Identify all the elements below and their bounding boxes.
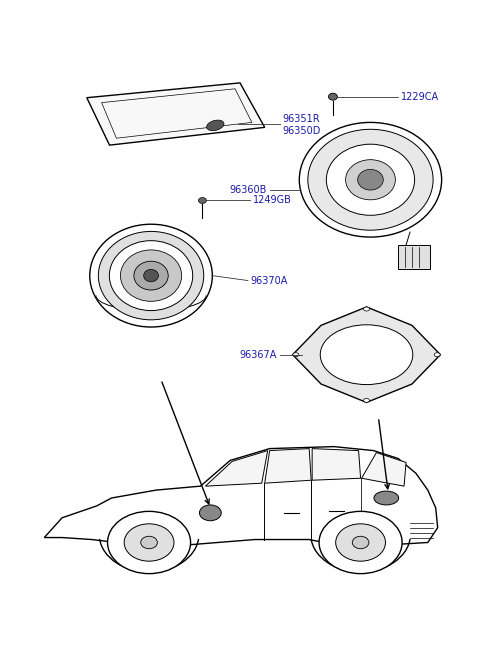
Ellipse shape — [120, 250, 182, 302]
Polygon shape — [361, 453, 406, 486]
Text: 96351R: 96351R — [283, 114, 320, 124]
Ellipse shape — [358, 170, 384, 190]
Ellipse shape — [141, 536, 157, 549]
Polygon shape — [87, 83, 264, 145]
Ellipse shape — [363, 307, 370, 311]
Text: 96350D: 96350D — [283, 126, 321, 136]
Text: 1249GB: 1249GB — [253, 196, 292, 206]
Ellipse shape — [352, 536, 369, 549]
Ellipse shape — [199, 198, 206, 204]
Text: 96367A: 96367A — [239, 350, 276, 359]
Ellipse shape — [109, 240, 192, 311]
Ellipse shape — [374, 491, 399, 505]
Polygon shape — [264, 449, 311, 483]
Ellipse shape — [200, 505, 221, 521]
Ellipse shape — [124, 524, 174, 561]
Polygon shape — [44, 447, 438, 545]
Text: 96360B: 96360B — [229, 185, 267, 194]
Ellipse shape — [144, 269, 158, 282]
Polygon shape — [293, 307, 441, 403]
Ellipse shape — [134, 261, 168, 290]
Ellipse shape — [346, 160, 396, 200]
Ellipse shape — [319, 511, 402, 574]
Ellipse shape — [326, 144, 415, 215]
Ellipse shape — [308, 129, 433, 230]
Ellipse shape — [293, 353, 299, 357]
Polygon shape — [205, 451, 268, 486]
Ellipse shape — [336, 524, 385, 561]
Ellipse shape — [90, 224, 212, 327]
Ellipse shape — [98, 231, 204, 320]
Text: 1229CA: 1229CA — [401, 92, 439, 102]
Ellipse shape — [363, 398, 370, 402]
Ellipse shape — [108, 511, 191, 574]
Ellipse shape — [206, 120, 224, 131]
Ellipse shape — [300, 122, 442, 237]
Text: 96370A: 96370A — [251, 275, 288, 286]
Ellipse shape — [320, 325, 413, 384]
Polygon shape — [312, 449, 360, 480]
Ellipse shape — [434, 353, 440, 357]
Ellipse shape — [328, 93, 337, 100]
FancyBboxPatch shape — [398, 245, 430, 269]
